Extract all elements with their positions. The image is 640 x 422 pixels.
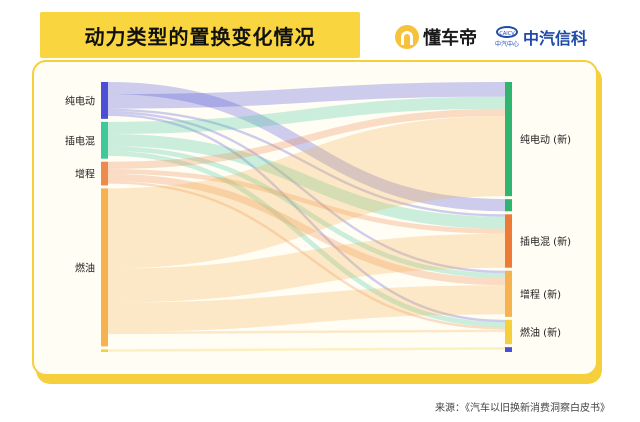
sankey-label-s_erev: 增程 bbox=[75, 168, 95, 181]
chart-title: 动力类型的置换变化情况 bbox=[84, 24, 316, 49]
sankey-label-t_bev: 纯电动 (新) bbox=[520, 133, 571, 146]
sankey-link-s_bev-t_top bbox=[107, 81, 506, 212]
sankey-link-s_bev-t_phev bbox=[107, 108, 506, 217]
sankey-label-t_phev: 插电混 (新) bbox=[520, 235, 571, 248]
sankey-label-t_erev: 增程 (新) bbox=[520, 288, 561, 301]
sankey-link-s_other-t_other bbox=[107, 347, 506, 352]
caicv-logo-sub: 中汽中心 bbox=[495, 41, 520, 48]
title-bar: 动力类型的置换变化情况 bbox=[40, 12, 360, 58]
sankey-node-s_erev bbox=[101, 161, 108, 186]
caicv-logo-mark: CAICV bbox=[496, 26, 518, 38]
sankey-label-s_phev: 插电混 bbox=[65, 134, 95, 147]
sankey-node-t_top bbox=[505, 199, 512, 212]
sankey-link-s_ice-t_phev bbox=[107, 233, 506, 303]
sankey-link-s_bev-t_ice bbox=[107, 113, 506, 323]
sankey-link-s_phev-t_ice bbox=[107, 151, 506, 328]
sankey-link-s_erev-t_phev bbox=[107, 169, 506, 234]
sankey-node-t_other bbox=[505, 347, 512, 352]
sankey-node-t_erev bbox=[505, 270, 512, 317]
sankey-label-t_ice: 燃油 (新) bbox=[520, 326, 561, 339]
sankey-link-s_ice-t_erev bbox=[107, 285, 506, 332]
sankey-nodes bbox=[101, 82, 512, 352]
brand-zhongqixinke-name: 中汽信科 bbox=[523, 29, 588, 48]
sankey-link-s_ice-t_bev bbox=[107, 115, 506, 269]
sankey-node-s_ice bbox=[101, 188, 108, 347]
source-note: 来源：《汽车以旧换新消费洞察白皮书》 bbox=[435, 403, 610, 414]
sankey-node-s_phev bbox=[101, 121, 108, 159]
brand-zhongqixinke: CAICV 中汽中心 中汽信科 bbox=[495, 22, 587, 52]
sankey-node-t_ice bbox=[505, 319, 512, 345]
caicv-logo-icon: CAICV 中汽中心 bbox=[495, 26, 519, 48]
sankey-link-s_bev-t_bev bbox=[107, 82, 506, 109]
dongchedi-logo-icon bbox=[395, 25, 419, 49]
sankey-link-s_phev-t_phev bbox=[107, 133, 506, 229]
sankey-link-s_bev-t_erev bbox=[107, 111, 506, 274]
sankey-node-s_bev bbox=[101, 82, 108, 119]
sankey-link-s_erev-t_bev bbox=[107, 108, 506, 169]
sankey-node-t_bev bbox=[505, 82, 512, 197]
sankey-link-s_phev-t_erev bbox=[107, 146, 506, 278]
sankey-link-s_ice-t_ice bbox=[107, 329, 506, 335]
brand-dongchedi-name: 懂车帝 bbox=[423, 28, 477, 49]
chart-panel bbox=[32, 60, 598, 376]
brand-dongchedi: 懂车帝 bbox=[395, 22, 477, 52]
sankey-node-s_other bbox=[101, 349, 108, 352]
sankey-label-s_bev: 纯电动 bbox=[65, 94, 95, 107]
sankey-link-s_erev-t_ice bbox=[107, 181, 506, 330]
sankey-links bbox=[107, 81, 506, 352]
sankey-link-s_erev-t_erev bbox=[107, 173, 506, 286]
sankey-node-t_phev bbox=[505, 214, 512, 268]
sankey-label-s_ice: 燃油 bbox=[75, 261, 95, 274]
sankey-link-s_phev-t_bev bbox=[107, 96, 506, 135]
